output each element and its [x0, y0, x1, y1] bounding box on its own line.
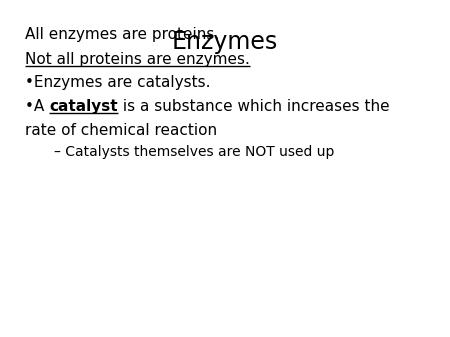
- Text: Enzymes: Enzymes: [172, 30, 278, 54]
- Text: Not all proteins are enzymes.: Not all proteins are enzymes.: [25, 52, 250, 67]
- Text: catalyst: catalyst: [49, 99, 117, 114]
- Text: – Catalysts themselves are NOT used up: – Catalysts themselves are NOT used up: [54, 145, 334, 159]
- Text: is a substance which increases the: is a substance which increases the: [117, 99, 389, 114]
- Text: •A: •A: [25, 99, 49, 114]
- Text: rate of chemical reaction: rate of chemical reaction: [25, 123, 217, 138]
- Text: •Enzymes are catalysts.: •Enzymes are catalysts.: [25, 75, 210, 90]
- Text: All enzymes are proteins.: All enzymes are proteins.: [25, 27, 219, 42]
